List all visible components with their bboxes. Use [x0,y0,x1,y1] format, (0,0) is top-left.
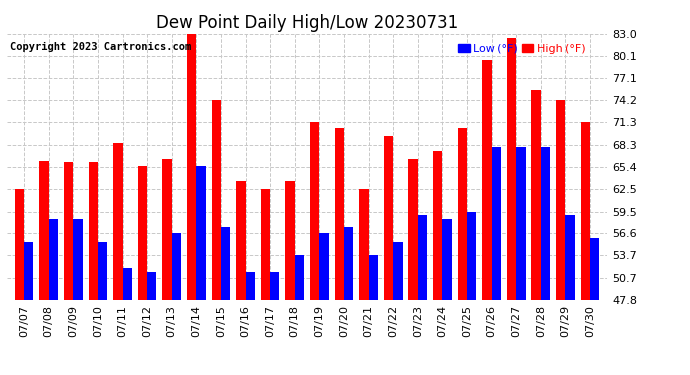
Bar [565,215,575,300]
Bar [24,242,34,300]
Bar [590,238,600,300]
Bar [335,128,344,300]
Bar [344,226,353,300]
Bar [64,162,73,300]
Bar [580,122,590,300]
Legend: Low (°F), High (°F): Low (°F), High (°F) [454,39,590,58]
Bar [221,226,230,300]
Bar [261,189,270,300]
Bar [482,60,491,300]
Bar [467,211,476,300]
Bar [197,166,206,300]
Bar [113,143,123,300]
Title: Dew Point Daily High/Low 20230731: Dew Point Daily High/Low 20230731 [156,14,458,32]
Bar [162,159,172,300]
Bar [408,159,417,300]
Bar [138,166,147,300]
Bar [541,147,550,300]
Bar [14,189,24,300]
Bar [384,136,393,300]
Bar [236,181,246,300]
Bar [147,272,157,300]
Bar [368,255,378,300]
Bar [98,242,107,300]
Bar [433,151,442,300]
Bar [212,100,221,300]
Bar [507,38,516,300]
Bar [393,242,402,300]
Bar [39,161,49,300]
Bar [73,219,83,300]
Bar [359,189,368,300]
Bar [310,122,319,300]
Bar [88,162,98,300]
Bar [442,219,452,300]
Bar [531,90,541,300]
Bar [172,233,181,300]
Bar [319,233,328,300]
Bar [49,219,58,300]
Bar [246,272,255,300]
Bar [516,147,526,300]
Text: Copyright 2023 Cartronics.com: Copyright 2023 Cartronics.com [10,42,191,52]
Bar [187,34,197,300]
Bar [417,215,427,300]
Bar [270,272,279,300]
Bar [295,255,304,300]
Bar [556,100,565,300]
Bar [123,268,132,300]
Bar [491,147,501,300]
Bar [286,181,295,300]
Bar [457,128,467,300]
